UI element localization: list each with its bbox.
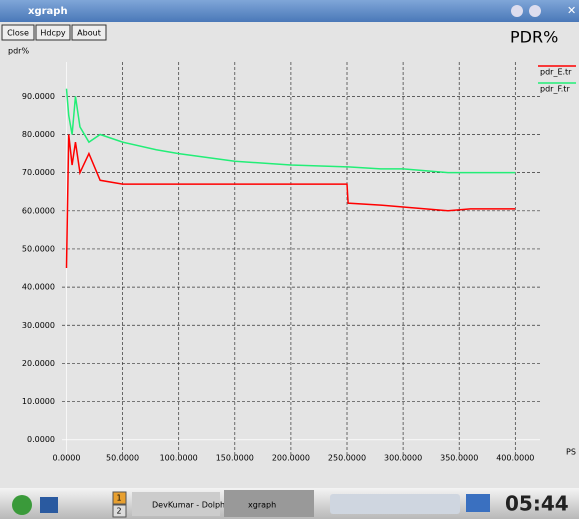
task[interactable] xyxy=(132,492,220,516)
x-tick-label: 100.0000 xyxy=(160,454,198,463)
desktop-label: 1 xyxy=(116,494,121,503)
task-label: xgraph xyxy=(248,501,276,510)
x-tick-label: 300.0000 xyxy=(384,454,422,463)
title-bar xyxy=(0,0,579,22)
series-line xyxy=(65,88,516,174)
legend-label: pdr_F.tr xyxy=(540,85,570,94)
x-tick-label: 0.0000 xyxy=(52,454,80,463)
x-tick-label: 150.0000 xyxy=(216,454,254,463)
tray-icon[interactable] xyxy=(466,494,490,512)
start-button[interactable] xyxy=(12,495,32,515)
y-tick-label: 40.0000 xyxy=(22,283,55,292)
y-tick-label: 60.0000 xyxy=(22,206,55,215)
chart-title: PDR% xyxy=(510,28,558,47)
window-title: xgraph xyxy=(28,6,68,17)
series-line xyxy=(65,134,516,269)
legend-label: pdr_E.tr xyxy=(540,68,572,77)
button-label: Close xyxy=(7,29,29,38)
x-tick-label: 50.0000 xyxy=(106,454,139,463)
y-tick-label: 30.0000 xyxy=(22,321,55,330)
desktop-1[interactable] xyxy=(112,491,127,505)
window-bg xyxy=(0,0,579,488)
desktop-label: 2 xyxy=(116,507,121,516)
button[interactable] xyxy=(1,24,35,41)
taskbar-icon[interactable] xyxy=(40,497,58,513)
y-tick-label: 0.0000 xyxy=(27,435,55,444)
desktop-2[interactable] xyxy=(112,504,127,518)
clock: 05:44 xyxy=(505,492,569,516)
y-axis-label: pdr% xyxy=(8,47,29,56)
y-tick-label: 50.0000 xyxy=(22,244,55,253)
task-label: DevKumar - Dolphi xyxy=(152,501,227,510)
x-tick-label: 250.0000 xyxy=(328,454,366,463)
x-tick-label: 350.0000 xyxy=(440,454,478,463)
task-active[interactable] xyxy=(224,490,314,517)
y-tick-label: 20.0000 xyxy=(22,359,55,368)
x-tick-label: 200.0000 xyxy=(272,454,310,463)
button-label: About xyxy=(77,29,101,38)
maximize[interactable] xyxy=(529,5,541,17)
close-icon[interactable]: ✕ xyxy=(567,4,576,17)
button[interactable] xyxy=(71,24,107,41)
y-tick-label: 80.0000 xyxy=(22,130,55,139)
minimize[interactable] xyxy=(511,5,523,17)
button-label: Hdcpy xyxy=(40,29,66,38)
x-tick-label: 400.0000 xyxy=(496,454,534,463)
button[interactable] xyxy=(35,24,71,41)
y-tick-label: 10.0000 xyxy=(22,397,55,406)
tray xyxy=(330,494,460,514)
x-axis-label: PS xyxy=(566,448,576,457)
y-tick-label: 90.0000 xyxy=(22,92,55,101)
y-tick-label: 70.0000 xyxy=(22,168,55,177)
